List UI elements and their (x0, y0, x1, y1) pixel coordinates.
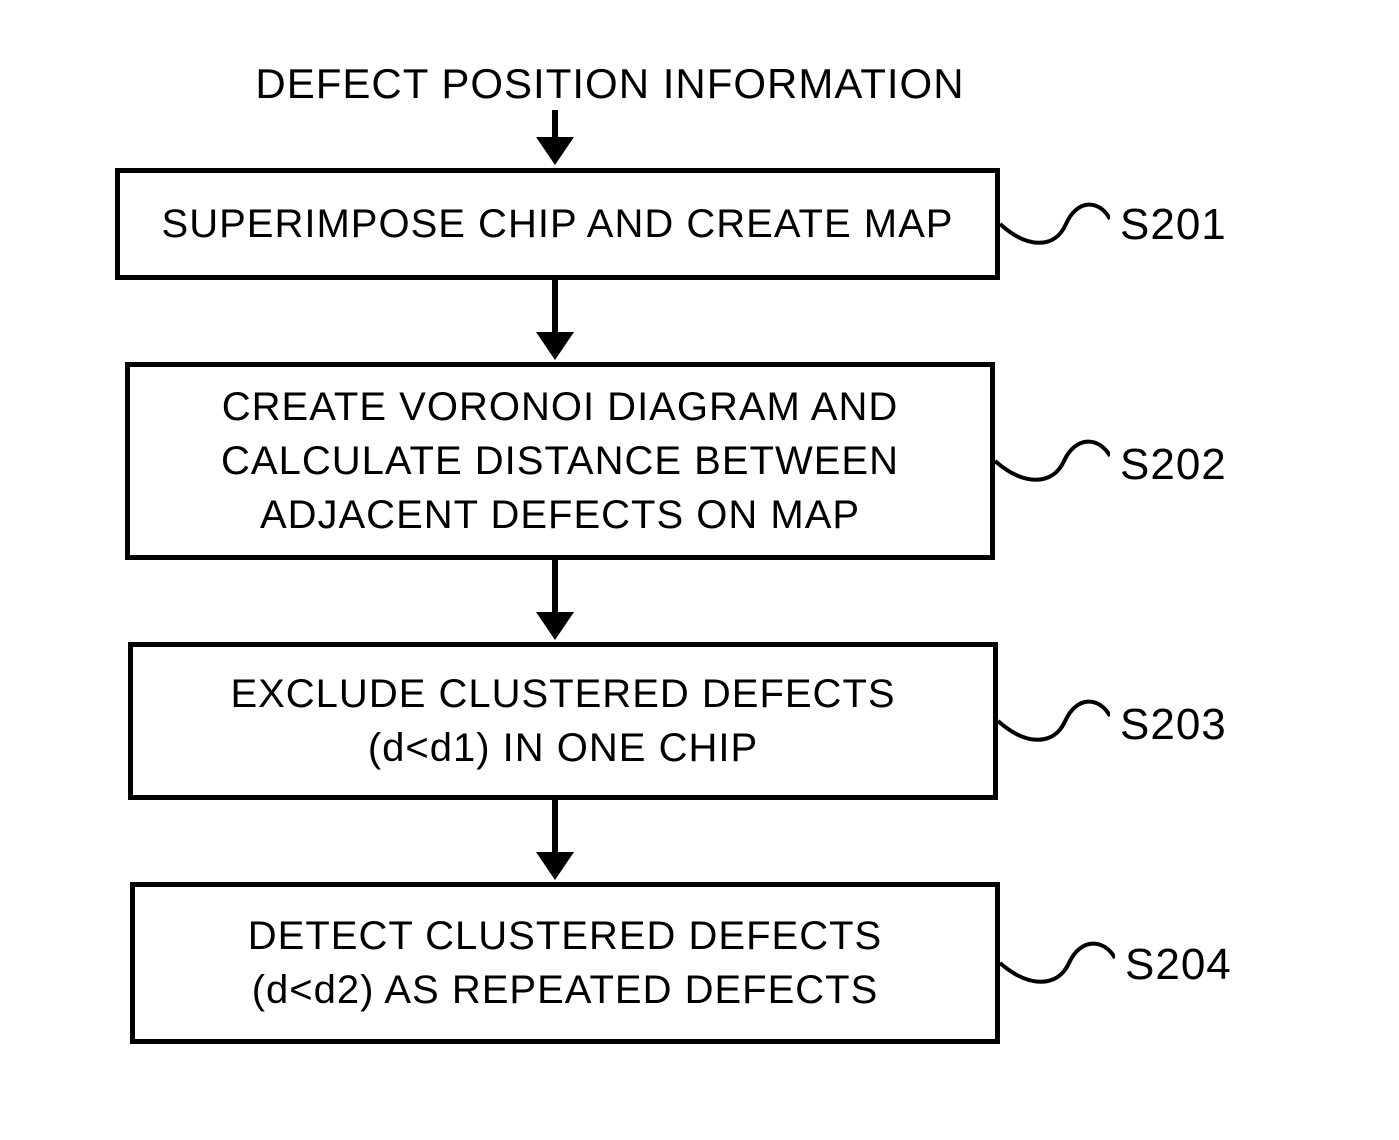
step-connector (1000, 938, 1115, 996)
flow-arrow (536, 280, 574, 360)
step-label-s204: S204 (1125, 940, 1232, 990)
step-label-s201: S201 (1120, 200, 1227, 250)
process-box-s203: EXCLUDE CLUSTERED DEFECTS (d<d1) IN ONE … (128, 642, 998, 800)
process-box-text: CREATE VORONOI DIAGRAM AND CALCULATE DIS… (221, 380, 899, 542)
step-label-s203: S203 (1120, 700, 1227, 750)
process-box-s202: CREATE VORONOI DIAGRAM AND CALCULATE DIS… (125, 362, 995, 560)
process-box-s201: SUPERIMPOSE CHIP AND CREATE MAP (115, 168, 1000, 280)
step-connector (995, 436, 1110, 494)
step-label-s202: S202 (1120, 440, 1227, 490)
flow-arrow (536, 800, 574, 880)
step-connector (998, 696, 1110, 754)
diagram-title: DEFECT POSITION INFORMATION (230, 60, 990, 108)
flow-arrow (536, 110, 574, 165)
process-box-s204: DETECT CLUSTERED DEFECTS (d<d2) AS REPEA… (130, 882, 1000, 1044)
process-box-text: EXCLUDE CLUSTERED DEFECTS (d<d1) IN ONE … (230, 667, 895, 775)
process-box-text: DETECT CLUSTERED DEFECTS (d<d2) AS REPEA… (248, 909, 882, 1017)
flowchart-canvas: DEFECT POSITION INFORMATION SUPERIMPOSE C… (0, 0, 1399, 1140)
step-connector (1000, 199, 1110, 257)
flow-arrow (536, 560, 574, 640)
process-box-text: SUPERIMPOSE CHIP AND CREATE MAP (162, 197, 954, 251)
